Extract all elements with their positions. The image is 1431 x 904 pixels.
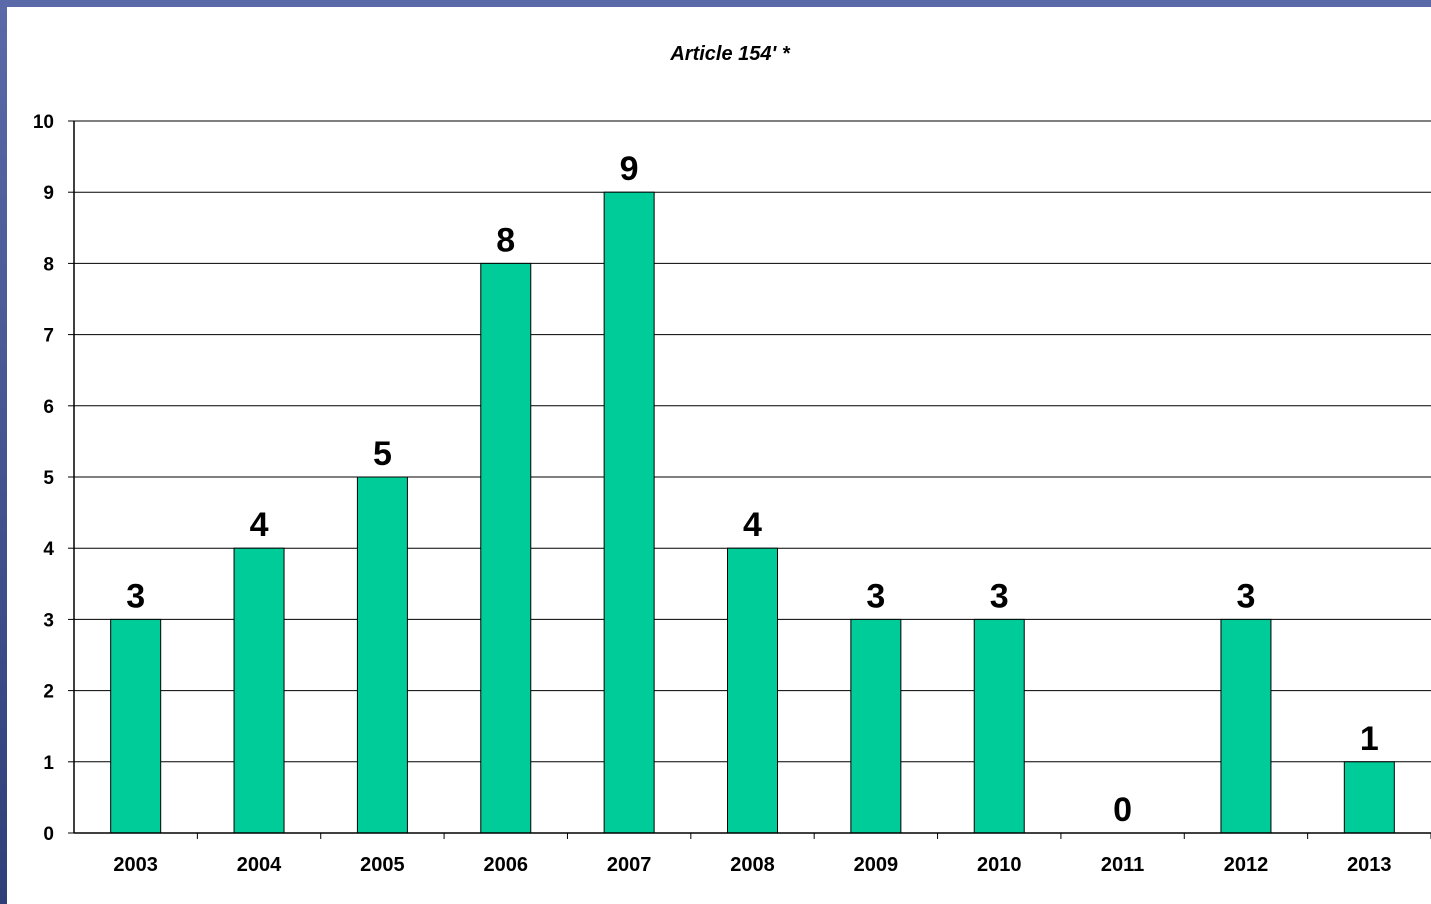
data-label: 3 <box>126 577 145 615</box>
x-tick-label: 2007 <box>607 854 652 876</box>
bar <box>973 618 1025 834</box>
y-tick-label: 5 <box>43 468 54 489</box>
bar <box>110 618 162 834</box>
x-tick-label: 2006 <box>484 854 529 876</box>
x-tick-label: 2004 <box>237 854 282 876</box>
y-tick-label: 4 <box>43 539 54 560</box>
x-tick-label: 2012 <box>1224 854 1269 876</box>
y-tick-label: 10 <box>33 112 54 133</box>
chart-title: Article 154' * <box>669 43 790 65</box>
bar <box>356 476 408 834</box>
x-tick-label: 2009 <box>854 854 899 876</box>
bar <box>727 547 778 834</box>
bar <box>480 262 532 834</box>
data-label: 3 <box>866 577 885 615</box>
x-tick-label: 2003 <box>113 854 158 876</box>
y-tick-label: 3 <box>43 610 54 631</box>
gridlines <box>74 120 1431 763</box>
y-tick-label: 1 <box>43 753 54 774</box>
bar <box>603 191 655 834</box>
bar <box>850 618 902 834</box>
x-tick-label: 2005 <box>360 854 405 876</box>
y-tick-label: 9 <box>43 183 54 204</box>
data-label: 9 <box>620 150 639 188</box>
data-labels: 3 4 5 8 9 4 3 3 0 3 1 <box>126 150 1379 829</box>
data-label: 4 <box>250 506 269 544</box>
data-label: 5 <box>373 435 392 473</box>
bar <box>1220 618 1272 834</box>
y-tick-label: 8 <box>43 254 54 275</box>
x-tick-label: 2008 <box>730 854 775 876</box>
y-tick-label: 0 <box>43 824 54 845</box>
data-label: 1 <box>1360 720 1379 758</box>
y-tick-label: 7 <box>43 326 54 347</box>
bar <box>233 547 285 834</box>
y-tick-label: 6 <box>43 397 54 418</box>
x-tick-label: 2013 <box>1347 854 1392 876</box>
x-tick-label: 2010 <box>977 854 1022 876</box>
data-label: 3 <box>1236 577 1255 615</box>
x-tick-label: 2011 <box>1101 854 1144 876</box>
data-label: 3 <box>990 577 1009 615</box>
chart-panel: Article 154' * 0 1 2 3 4 5 6 7 8 9 10 2003 2004 2005 2… <box>7 7 1431 904</box>
data-label: 0 <box>1113 791 1132 829</box>
data-label: 4 <box>743 506 762 544</box>
bar <box>1343 761 1395 834</box>
data-label: 8 <box>496 221 515 259</box>
y-tick-label: 2 <box>43 682 54 703</box>
